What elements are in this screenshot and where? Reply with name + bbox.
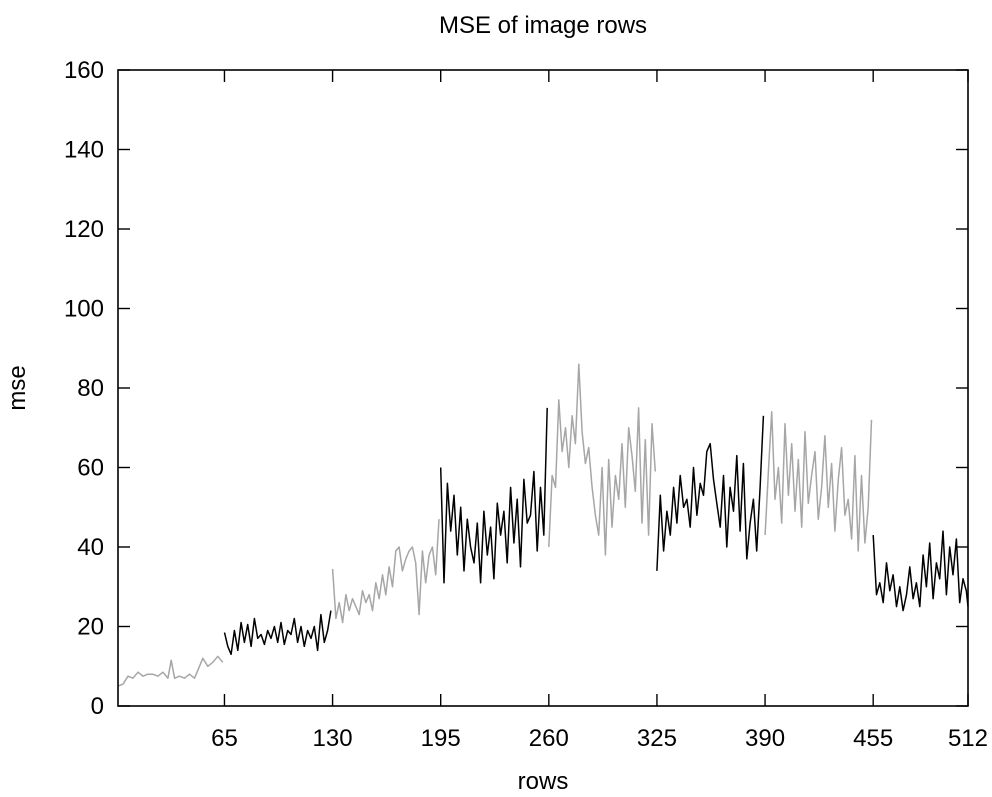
x-tick-label: 65	[211, 725, 238, 752]
series-line-4	[439, 407, 548, 584]
y-tick-label: 0	[91, 693, 104, 720]
series-layer	[117, 363, 969, 687]
plot-frame	[117, 69, 969, 707]
y-tick-label: 100	[64, 296, 104, 323]
y-tick-label: 120	[64, 216, 104, 243]
series-line-8	[872, 530, 969, 612]
chart-title: MSE of image rows	[439, 12, 647, 39]
x-tick-label: 325	[637, 725, 677, 752]
y-tick-label: 20	[77, 614, 104, 641]
y-tick-label: 40	[77, 534, 104, 561]
series-line-7	[764, 411, 873, 552]
y-tick-label: 60	[77, 455, 104, 482]
series-line-1	[117, 655, 224, 687]
x-tick-label: 390	[745, 725, 785, 752]
series-line-5	[548, 363, 657, 556]
y-tick-label: 80	[77, 375, 104, 402]
x-tick-label: 130	[313, 725, 353, 752]
x-tick-label: 455	[853, 725, 893, 752]
series-line-3	[331, 519, 440, 624]
x-tick-label: 260	[529, 725, 569, 752]
x-tick-label: 512	[948, 725, 988, 752]
series-line-6	[656, 415, 765, 571]
series-line-2	[223, 610, 332, 656]
x-axis-label: rows	[518, 768, 569, 792]
y-axis-label: mse	[4, 365, 31, 410]
ticks-layer: 0 20 40 60 80 100 120 140 160 65 130 195 260 325 390 45…	[64, 57, 988, 752]
y-tick-label: 160	[64, 57, 104, 84]
y-tick-label: 140	[64, 137, 104, 164]
x-tick-label: 195	[421, 725, 461, 752]
